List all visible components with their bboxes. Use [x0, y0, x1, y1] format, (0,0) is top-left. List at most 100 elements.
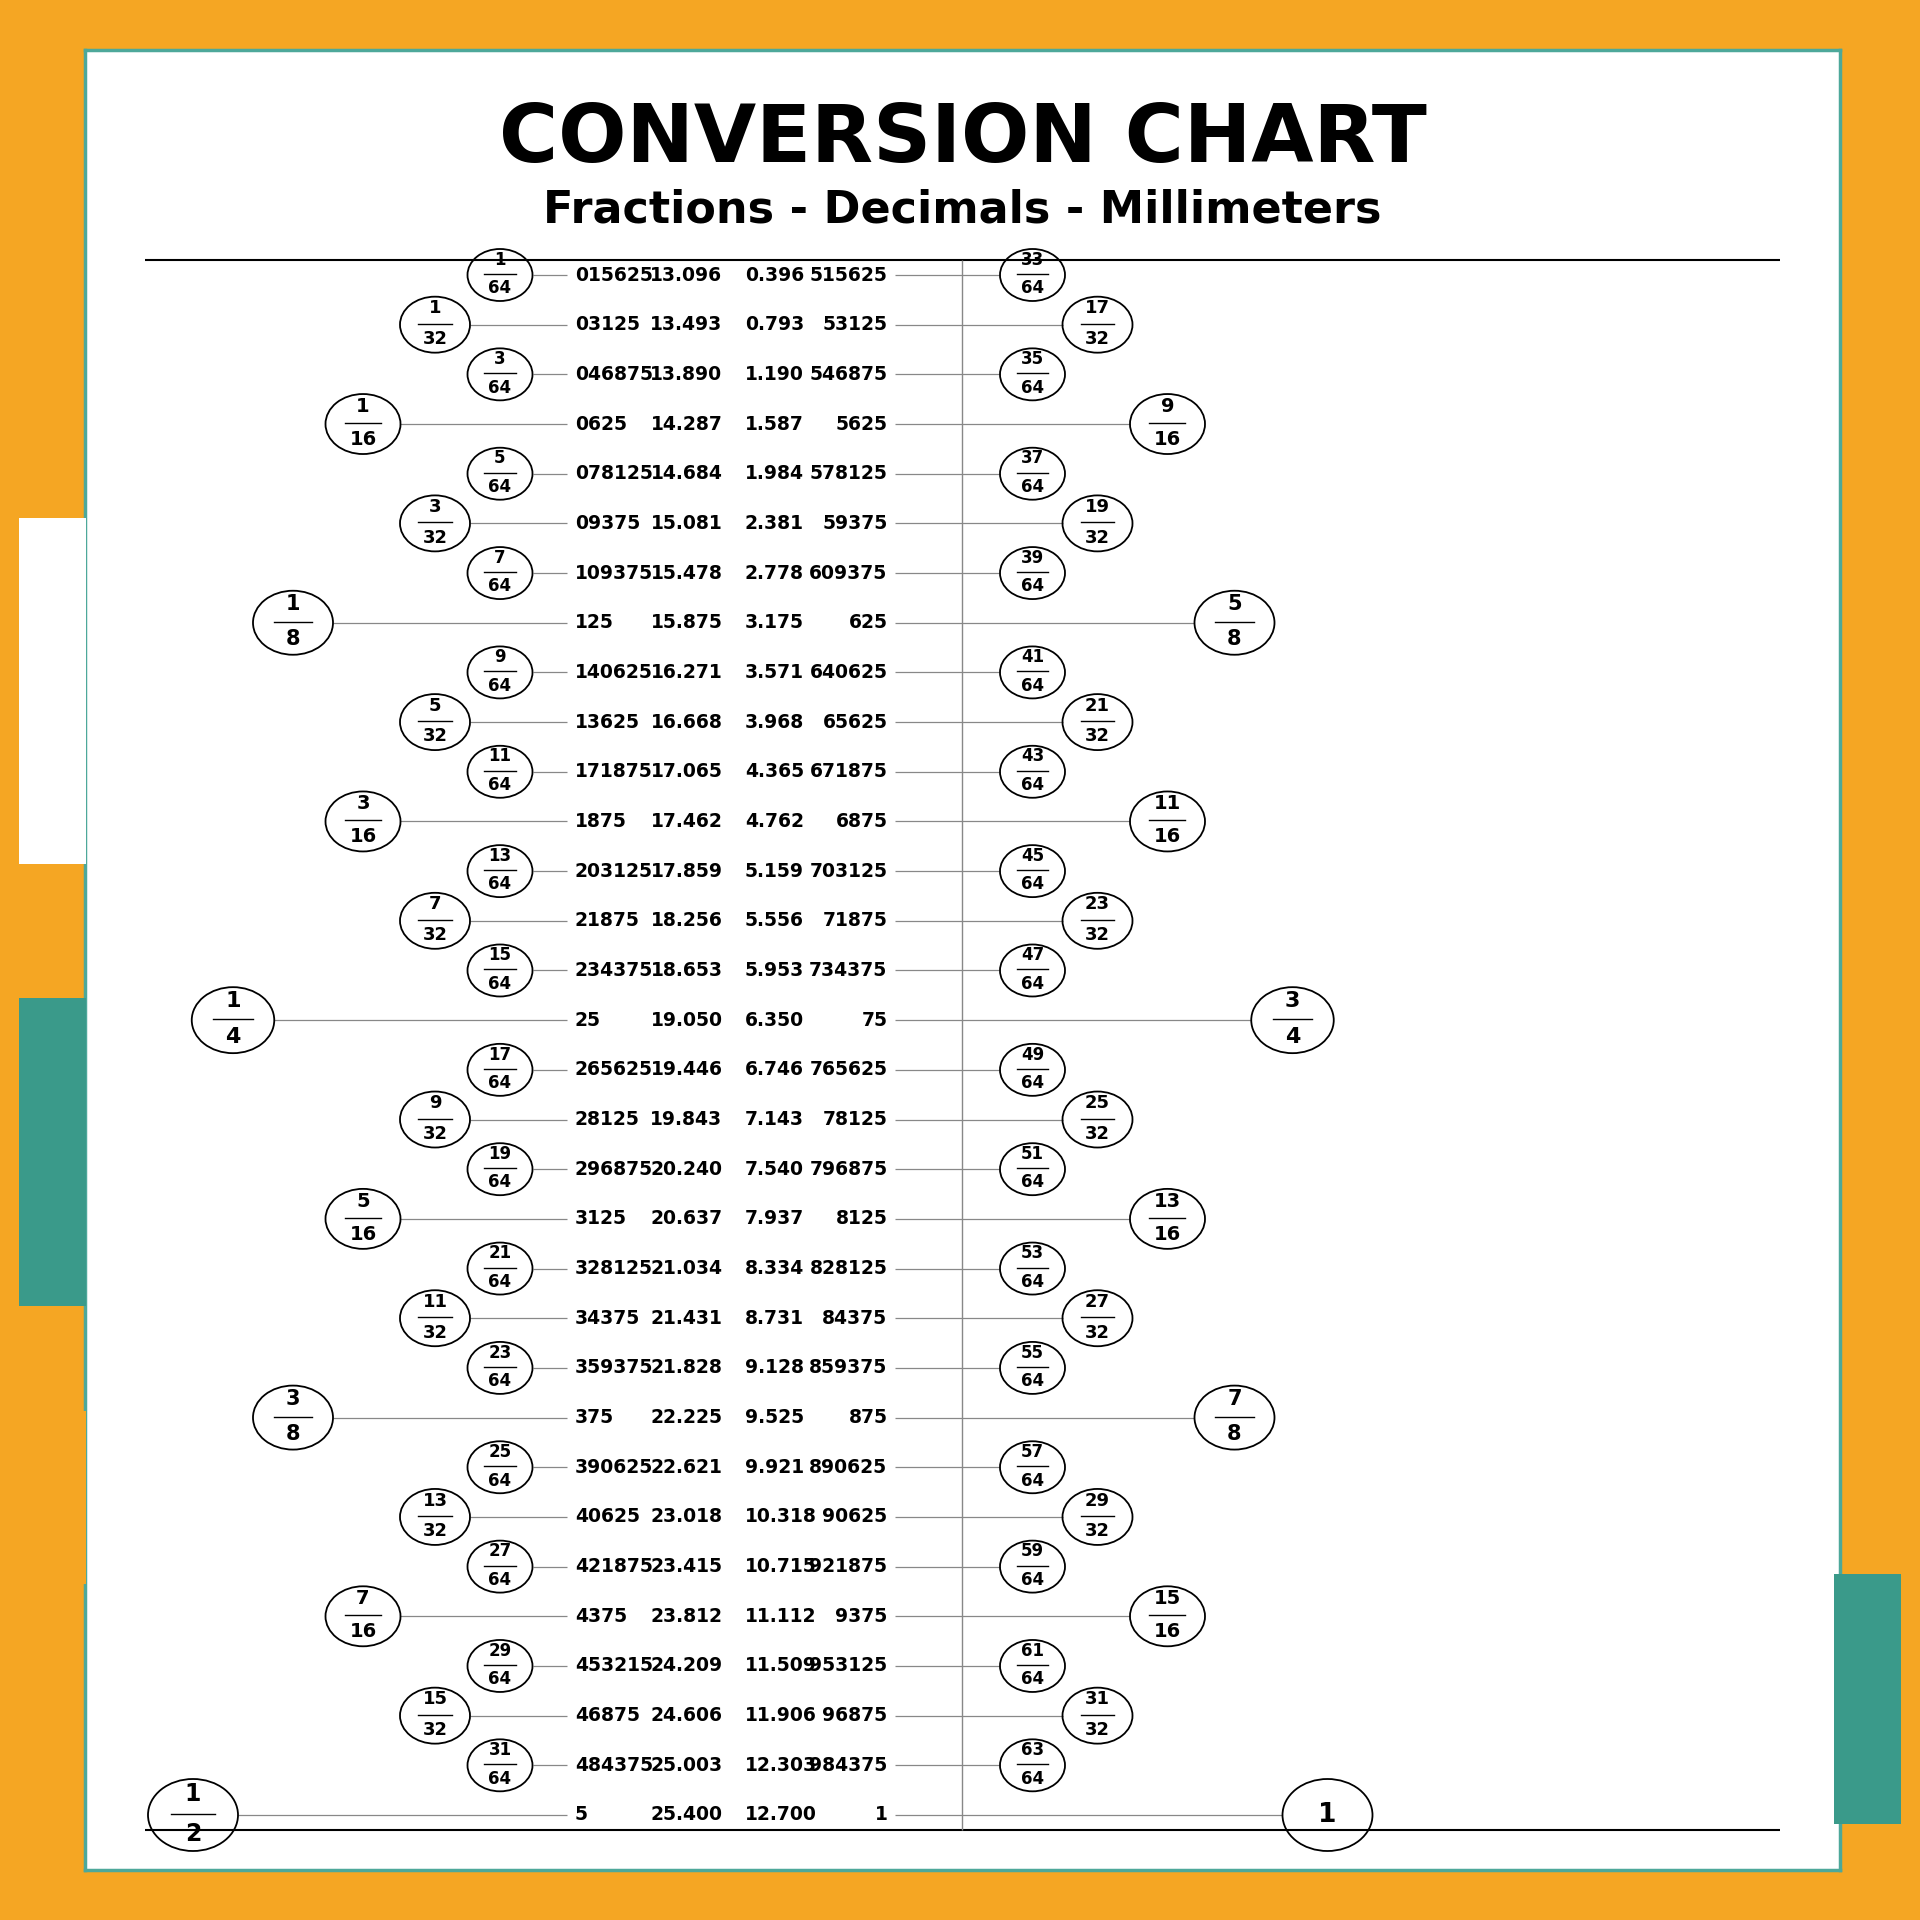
Text: 4.365: 4.365 — [745, 762, 804, 781]
Text: 21.034: 21.034 — [651, 1260, 722, 1279]
Text: 6.350: 6.350 — [745, 1010, 804, 1029]
Text: 109375: 109375 — [574, 564, 653, 582]
Text: 796875: 796875 — [810, 1160, 887, 1179]
Text: 984375: 984375 — [808, 1755, 887, 1774]
Text: 3.968: 3.968 — [745, 712, 804, 732]
Text: 5.556: 5.556 — [745, 912, 804, 931]
Text: 3.571: 3.571 — [745, 662, 804, 682]
Text: 64: 64 — [1021, 1571, 1044, 1590]
Text: 20.637: 20.637 — [651, 1210, 722, 1229]
Text: 19: 19 — [488, 1144, 511, 1164]
Text: 64: 64 — [488, 1173, 511, 1192]
Text: 9: 9 — [1162, 397, 1175, 417]
Text: 64: 64 — [488, 1670, 511, 1688]
Text: 16: 16 — [349, 1622, 376, 1642]
Text: 13.890: 13.890 — [651, 365, 722, 384]
Text: 20.240: 20.240 — [651, 1160, 722, 1179]
Text: 546875: 546875 — [810, 365, 887, 384]
Text: 578125: 578125 — [810, 465, 887, 484]
Text: 5: 5 — [493, 449, 505, 467]
Text: 64: 64 — [488, 378, 511, 397]
Text: 5: 5 — [1227, 593, 1242, 614]
Text: 23: 23 — [1085, 895, 1110, 914]
Text: 55: 55 — [1021, 1344, 1044, 1361]
Text: 59: 59 — [1021, 1542, 1044, 1561]
Text: 7.540: 7.540 — [745, 1160, 804, 1179]
Text: 40625: 40625 — [574, 1507, 639, 1526]
Text: 203125: 203125 — [574, 862, 653, 881]
Text: 32: 32 — [1085, 1323, 1110, 1342]
Text: 1: 1 — [357, 397, 371, 417]
Text: 1: 1 — [184, 1782, 202, 1807]
Text: 16: 16 — [1154, 1622, 1181, 1642]
Text: 25: 25 — [1085, 1094, 1110, 1112]
Text: 265625: 265625 — [574, 1060, 653, 1079]
Text: 64: 64 — [1021, 676, 1044, 695]
Text: 765625: 765625 — [810, 1060, 887, 1079]
Text: 46875: 46875 — [574, 1707, 639, 1726]
Text: 9.128: 9.128 — [745, 1359, 804, 1377]
Text: 31: 31 — [1085, 1690, 1110, 1709]
Text: 3: 3 — [1284, 991, 1300, 1012]
Text: 3: 3 — [493, 349, 505, 369]
Text: 64: 64 — [488, 1770, 511, 1788]
Text: 32: 32 — [422, 1323, 447, 1342]
Text: 5.159: 5.159 — [745, 862, 804, 881]
Text: 671875: 671875 — [810, 762, 887, 781]
Text: 15.875: 15.875 — [651, 612, 722, 632]
Text: 64: 64 — [1021, 975, 1044, 993]
Text: 32: 32 — [422, 1523, 447, 1540]
Text: 16: 16 — [349, 828, 376, 847]
Text: 23.415: 23.415 — [651, 1557, 722, 1576]
Text: 32: 32 — [422, 925, 447, 945]
Text: 13625: 13625 — [574, 712, 639, 732]
Text: 7: 7 — [1227, 1388, 1242, 1409]
Text: 32: 32 — [1085, 1125, 1110, 1142]
Text: 64: 64 — [1021, 1670, 1044, 1688]
Text: 8: 8 — [1227, 630, 1242, 649]
Text: 140625: 140625 — [574, 662, 653, 682]
Text: 64: 64 — [1021, 578, 1044, 595]
Text: 9: 9 — [493, 649, 505, 666]
Text: 11: 11 — [488, 747, 511, 766]
Text: 32: 32 — [1085, 1523, 1110, 1540]
Text: 13: 13 — [422, 1492, 447, 1509]
Text: 13.096: 13.096 — [651, 265, 722, 284]
Text: 3: 3 — [428, 497, 442, 516]
Text: 640625: 640625 — [810, 662, 887, 682]
Text: 19.446: 19.446 — [651, 1060, 722, 1079]
Text: 34375: 34375 — [574, 1309, 639, 1329]
Text: 32: 32 — [422, 1125, 447, 1142]
Text: 64: 64 — [488, 1273, 511, 1290]
Text: 32: 32 — [1085, 1720, 1110, 1740]
Text: 22.225: 22.225 — [651, 1407, 722, 1427]
Text: 1875: 1875 — [574, 812, 626, 831]
Text: 1: 1 — [493, 252, 505, 269]
Text: 32: 32 — [422, 728, 447, 745]
Text: 16.668: 16.668 — [651, 712, 722, 732]
Text: 75: 75 — [862, 1010, 887, 1029]
Text: 515625: 515625 — [810, 265, 887, 284]
Text: 64: 64 — [488, 676, 511, 695]
Text: 1: 1 — [876, 1805, 887, 1824]
Text: 125: 125 — [574, 612, 614, 632]
Text: 33: 33 — [1021, 252, 1044, 269]
Text: 4: 4 — [1284, 1027, 1300, 1046]
Text: 64: 64 — [1021, 1373, 1044, 1390]
Text: 0.396: 0.396 — [745, 265, 804, 284]
Text: 17.065: 17.065 — [651, 762, 722, 781]
Text: 13: 13 — [488, 847, 511, 864]
Text: 8.334: 8.334 — [745, 1260, 804, 1279]
Text: 18.256: 18.256 — [651, 912, 722, 931]
Text: 15: 15 — [1154, 1590, 1181, 1609]
Text: 14.287: 14.287 — [651, 415, 722, 434]
Text: 24.209: 24.209 — [651, 1657, 722, 1676]
Text: 0625: 0625 — [574, 415, 628, 434]
Text: 703125: 703125 — [810, 862, 887, 881]
Text: 2.778: 2.778 — [745, 564, 804, 582]
Text: 27: 27 — [1085, 1292, 1110, 1311]
Text: 64: 64 — [488, 278, 511, 298]
Text: 1: 1 — [286, 593, 300, 614]
Text: 25: 25 — [574, 1010, 601, 1029]
Text: 25.003: 25.003 — [651, 1755, 722, 1774]
